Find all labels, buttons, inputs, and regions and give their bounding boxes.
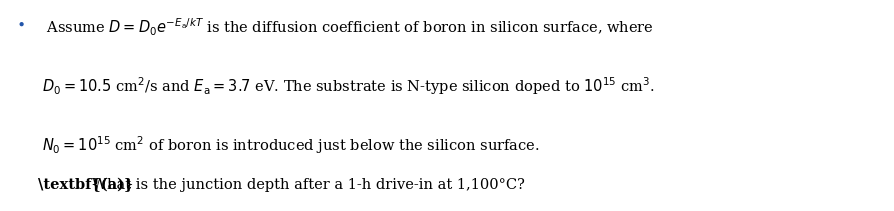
- Text: \textbf{(a)}: \textbf{(a)}: [38, 178, 133, 192]
- Text: $\bullet$: $\bullet$: [16, 17, 25, 31]
- Text: $N_0= 10^{15}$ cm$^2$ of boron is introduced just below the silicon surface.: $N_0= 10^{15}$ cm$^2$ of boron is introd…: [42, 134, 540, 156]
- Text: What is the junction depth after a 1-h drive-in at 1,100°C?: What is the junction depth after a 1-h d…: [92, 178, 525, 192]
- Text: Assume $D = D_0e^{-E_{\mathrm{a}}/kT}$ is the diffusion coefficient of boron in : Assume $D = D_0e^{-E_{\mathrm{a}}/kT}$ i…: [42, 17, 654, 38]
- Text: $D_0= 10.5$ cm$^2$/s and $E_{\mathrm{a}} = 3.7$ eV. The substrate is N-type sili: $D_0= 10.5$ cm$^2$/s and $E_{\mathrm{a}}…: [42, 76, 655, 97]
